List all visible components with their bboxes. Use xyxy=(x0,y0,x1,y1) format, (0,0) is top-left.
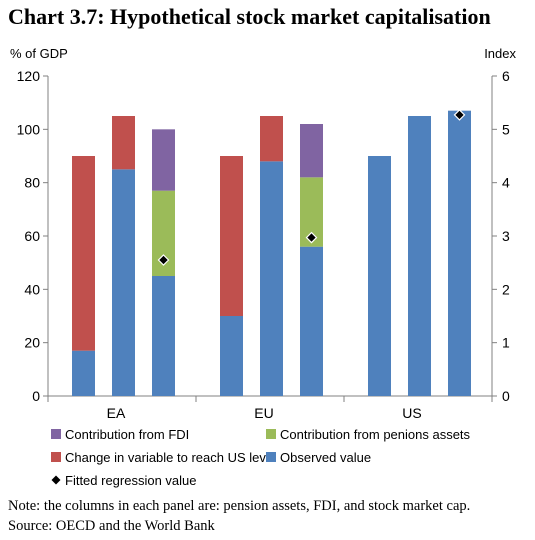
y-tick-label-right: 1 xyxy=(502,335,510,351)
bar-segment-observed xyxy=(408,116,431,396)
legend-label: Contribution from FDI xyxy=(65,427,189,442)
bar-segment-observed xyxy=(368,156,391,396)
bar-segment-change xyxy=(112,116,135,170)
bar-segment-fdi xyxy=(152,129,175,191)
bar-segment-pension xyxy=(300,177,323,247)
legend-marker-diamond xyxy=(51,475,61,485)
chart-source: Source: OECD and the World Bank xyxy=(8,518,215,534)
bar-segment-observed xyxy=(448,110,471,397)
y-tick-label-left: 120 xyxy=(17,68,41,84)
chart-note: Note: the columns in each panel are: pen… xyxy=(8,498,471,514)
y-tick-label-right: 4 xyxy=(502,175,510,191)
legend-swatch-pension xyxy=(266,429,276,439)
x-tick-label: EU xyxy=(254,405,273,421)
legend-swatch-change xyxy=(51,452,61,462)
fitted-regression-marker xyxy=(453,109,466,121)
x-tick-label: US xyxy=(402,405,421,421)
bar-segment-observed xyxy=(300,246,323,396)
bar-segment-change xyxy=(260,116,283,162)
bar-segment-change xyxy=(72,156,95,351)
bar-segment-observed xyxy=(260,161,283,396)
y-tick-label-right: 3 xyxy=(502,228,510,244)
y-tick-label-right: 0 xyxy=(502,388,510,404)
y-tick-label-left: 60 xyxy=(24,228,40,244)
bar-segment-observed xyxy=(220,316,243,396)
y-tick-label-right: 6 xyxy=(502,68,510,84)
legend-label: Change in variable to reach US level xyxy=(65,450,276,465)
bar-segment-observed xyxy=(72,350,95,396)
legend-label: Fitted regression value xyxy=(65,473,197,488)
y-tick-label-right: 2 xyxy=(502,281,510,297)
bar-segment-observed xyxy=(152,276,175,396)
y-axis-right-label: Index xyxy=(484,46,516,61)
bar-segment-observed xyxy=(112,169,135,396)
y-tick-label-left: 100 xyxy=(17,121,41,137)
legend-swatch-observed xyxy=(266,452,276,462)
y-tick-label-left: 80 xyxy=(24,175,40,191)
fitted-regression-marker xyxy=(157,254,170,266)
y-tick-label-left: 40 xyxy=(24,281,40,297)
y-axis-left-label: % of GDP xyxy=(10,46,68,61)
chart-title: Chart 3.7: Hypothetical stock market cap… xyxy=(8,4,491,29)
bar-segment-fdi xyxy=(300,124,323,178)
x-tick-label: EA xyxy=(107,405,126,421)
legend-label: Contribution from penions assets xyxy=(280,427,471,442)
y-tick-label-right: 5 xyxy=(502,121,510,137)
legend-label: Observed value xyxy=(280,450,371,465)
y-tick-label-left: 0 xyxy=(32,388,40,404)
legend-swatch-fdi xyxy=(51,429,61,439)
bar-segment-change xyxy=(220,156,243,316)
bar-segment-pension xyxy=(152,190,175,276)
fitted-regression-marker xyxy=(305,231,318,244)
y-tick-label-left: 20 xyxy=(24,335,40,351)
